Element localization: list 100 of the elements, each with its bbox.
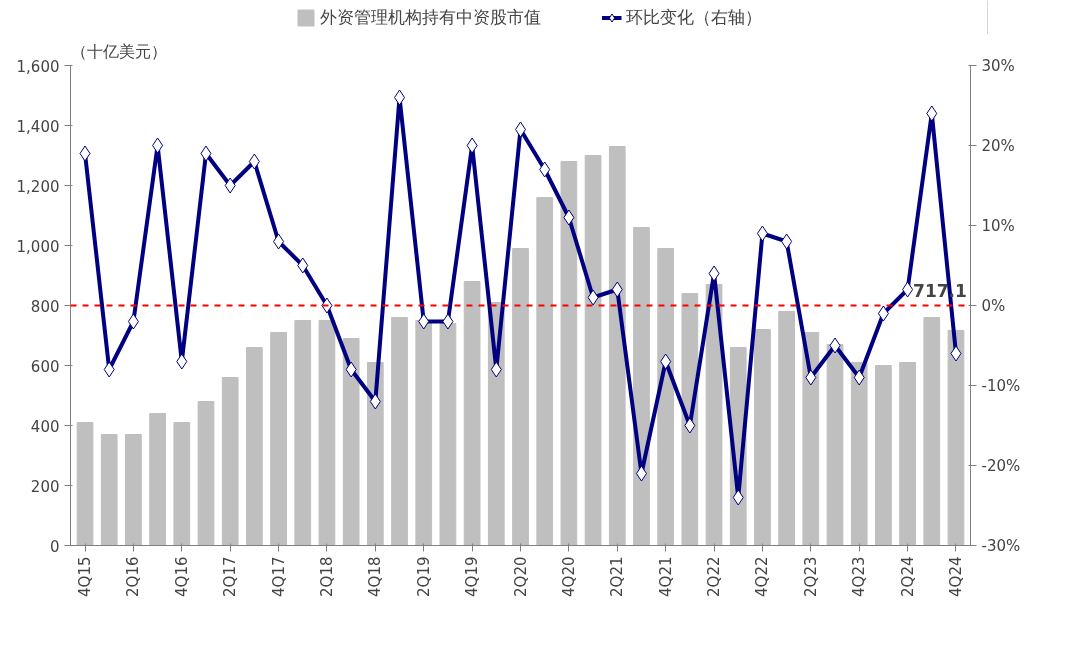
x-tick-label: 2Q22 [705, 556, 724, 597]
y-tick-label: 0 [49, 537, 60, 556]
bar [149, 413, 166, 546]
bar [197, 401, 215, 546]
bar [342, 338, 360, 546]
y-tick-label: 400 [30, 417, 60, 436]
point [684, 417, 696, 434]
point [926, 105, 938, 122]
bar [173, 422, 191, 546]
point [539, 161, 551, 178]
point [176, 353, 188, 370]
bar [754, 329, 771, 546]
x-tick-label: 4Q24 [946, 556, 965, 597]
point [587, 289, 599, 306]
x-tick-label: 2Q20 [511, 556, 530, 597]
point [611, 281, 623, 298]
bar [826, 344, 844, 546]
y2-tick-label: 10% [981, 216, 1015, 235]
y-tick-label: 1,200 [16, 177, 60, 196]
y-tick-label: 200 [30, 477, 60, 496]
bar [391, 317, 408, 546]
y-tick-label: 1,400 [16, 117, 60, 136]
x-tick-label: 2Q21 [608, 556, 627, 597]
bar [100, 434, 118, 546]
bar [294, 320, 312, 546]
y2-tick-label: 30% [981, 56, 1015, 75]
point [781, 233, 793, 250]
bar [947, 329, 965, 546]
y-tick-label: 1,600 [16, 57, 60, 76]
point [466, 137, 478, 154]
bar [802, 332, 820, 546]
bar [850, 362, 868, 546]
text: （十亿美元） [70, 41, 167, 61]
point [103, 361, 115, 378]
point [394, 89, 406, 106]
y2-tick-label: -10% [981, 376, 1021, 395]
x-tick-label: 4Q15 [76, 556, 95, 597]
y-tick-label: 1,000 [16, 237, 60, 256]
bar [899, 362, 916, 546]
bar [778, 311, 795, 546]
point [853, 369, 865, 386]
x-tick-label: 2Q19 [414, 556, 433, 597]
point [708, 265, 720, 282]
point [152, 137, 164, 154]
bar [923, 317, 941, 546]
legend-label: 外资管理机构持有中资股市值 [320, 5, 541, 29]
bar [221, 377, 239, 546]
point [442, 313, 454, 330]
bar [125, 434, 142, 546]
point [224, 177, 236, 194]
point [79, 145, 91, 162]
bar [633, 227, 650, 546]
point [563, 209, 575, 226]
point [756, 225, 768, 242]
point [950, 345, 962, 362]
point [369, 393, 381, 410]
x-tick-label: 2Q24 [898, 556, 917, 597]
bar [415, 320, 433, 546]
y-tick-label: 600 [30, 357, 60, 376]
point [200, 145, 212, 162]
x-tick-label: 2Q17 [221, 556, 240, 597]
legend-label: 环比变化（右轴） [626, 5, 762, 29]
point [902, 281, 914, 298]
bar [536, 197, 554, 546]
x-tick-label: 4Q22 [753, 556, 772, 597]
bar [681, 293, 699, 546]
bar [246, 347, 263, 546]
point [418, 313, 430, 330]
x-tick-label: 2Q23 [801, 556, 820, 597]
x-tick-label: 4Q23 [850, 556, 869, 597]
bar [318, 320, 336, 546]
x-tick-label: 4Q18 [366, 556, 385, 597]
x-tick-label: 4Q19 [463, 556, 482, 597]
point [248, 153, 260, 170]
x-tick-label: 4Q16 [172, 556, 191, 597]
point [732, 489, 744, 506]
x-tick-label: 2Q16 [124, 556, 143, 597]
y2-tick-label: -20% [981, 456, 1021, 475]
bar [463, 281, 481, 546]
point [273, 233, 285, 250]
bar [560, 161, 578, 546]
bar [512, 248, 529, 546]
y2-tick-label: 0% [981, 296, 1006, 315]
y2-tick-label: 20% [981, 136, 1015, 155]
point [877, 305, 889, 322]
bar [76, 422, 94, 546]
point [635, 465, 647, 482]
bar [657, 248, 675, 546]
x-tick-label: 4Q20 [559, 556, 578, 597]
bar [366, 362, 384, 546]
x-tick-label: 4Q21 [656, 556, 675, 597]
bar [270, 332, 287, 546]
point [660, 353, 672, 370]
bar [439, 323, 457, 546]
bar [584, 155, 602, 546]
y-tick-label: 800 [30, 297, 60, 316]
point [127, 313, 139, 330]
point [297, 257, 309, 274]
y2-tick-label: -30% [981, 536, 1021, 555]
point [805, 369, 817, 386]
